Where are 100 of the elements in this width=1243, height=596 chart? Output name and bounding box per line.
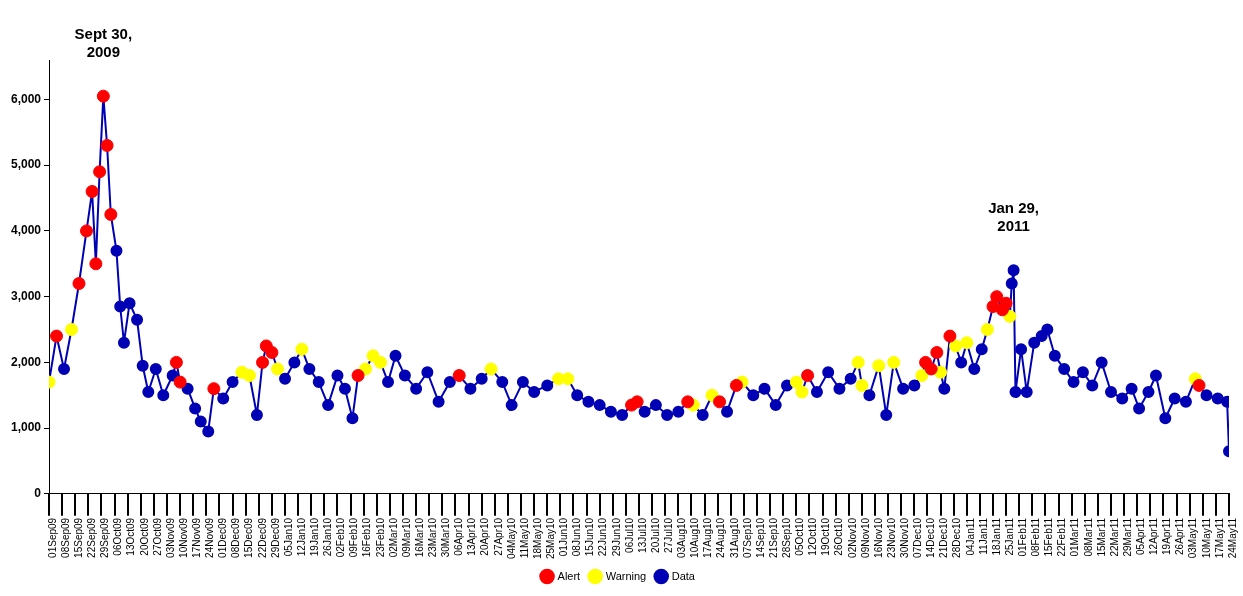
x-tick-label: 25Jan11 — [1003, 517, 1015, 556]
point — [173, 375, 187, 389]
point — [681, 395, 695, 409]
x-tick-label: 07Sep10 — [741, 517, 753, 558]
x-tick-label: 02Nov10 — [846, 517, 858, 558]
point — [351, 369, 365, 383]
legend-label: Alert — [557, 569, 581, 582]
x-tick-label: 19Oct10 — [820, 517, 832, 556]
x-tick-label: 24Nov09 — [204, 517, 216, 558]
x-tick-label: 22Feb11 — [1056, 517, 1068, 557]
x-tick-label: 06Oct09 — [112, 517, 124, 556]
point — [949, 339, 963, 353]
point — [990, 290, 1004, 304]
x-tick-label: 17May11 — [1213, 517, 1225, 559]
x-tick-label: 28Dec10 — [951, 517, 963, 558]
point — [980, 323, 994, 337]
point — [713, 395, 727, 409]
point — [169, 355, 183, 369]
x-tick-label: 27Oct09 — [151, 517, 163, 556]
point — [89, 257, 103, 271]
x-tick-label: 31Aug10 — [728, 517, 740, 558]
point — [96, 89, 110, 103]
point — [72, 277, 86, 291]
point — [85, 184, 99, 198]
y-tick-label: 4,000 — [11, 223, 42, 238]
point — [484, 362, 498, 376]
y-tick-label: 6,000 — [11, 91, 42, 106]
point — [104, 207, 118, 221]
point — [729, 378, 743, 392]
annotation: Jan 29, 2011 — [988, 199, 1040, 234]
x-tick-label: 12Apr11 — [1148, 517, 1160, 555]
x-tick-label: 03May11 — [1187, 517, 1199, 559]
point — [801, 369, 815, 383]
x-tick-label: 23Mar10 — [426, 517, 438, 558]
point — [265, 346, 279, 360]
y-tick-label: 0 — [34, 486, 42, 501]
y-tick-label: 5,000 — [11, 157, 42, 172]
x-tick-label: 06Apr10 — [453, 517, 465, 556]
x-tick-label: 25May10 — [544, 517, 556, 559]
x-tick-label: 29Jun10 — [610, 517, 622, 557]
x-tick-label: 30Mar10 — [440, 517, 452, 558]
point — [561, 372, 575, 386]
x-tick-label: 08Feb11 — [1030, 517, 1042, 557]
point — [256, 355, 270, 369]
x-tick-label: 11Jan11 — [977, 517, 989, 555]
x-tick-label: 29Sep09 — [99, 517, 111, 558]
point — [295, 342, 309, 356]
x-tick-label: 08Mar11 — [1082, 517, 1094, 557]
x-tick-label: 18Jan11 — [990, 517, 1002, 556]
point — [999, 296, 1013, 310]
x-tick-label: 08Sep09 — [59, 517, 71, 558]
x-tick-label: 15Jun10 — [584, 517, 596, 557]
point — [452, 369, 466, 383]
x-tick-label: 19Jan10 — [308, 517, 320, 557]
x-tick-label: 01Dec09 — [217, 517, 229, 558]
x-tick-label: 08Jun10 — [571, 517, 583, 557]
point — [789, 375, 803, 389]
x-tick-label: 26Jan10 — [322, 517, 334, 557]
x-tick-label: 09Feb10 — [348, 517, 360, 558]
x-tick-label: 13Apr10 — [466, 517, 478, 556]
x-tick-label: 22Dec09 — [256, 517, 268, 558]
x-tick-label: 22Sep09 — [86, 517, 98, 558]
x-tick-label: 09Mar10 — [400, 517, 412, 558]
x-tick-label: 15Feb11 — [1043, 517, 1055, 557]
x-tick-label: 02Feb10 — [335, 517, 347, 558]
x-tick-label: 21Sep10 — [767, 517, 779, 558]
x-tick-label: 22Jun10 — [597, 517, 609, 557]
x-tick-label: 09Nov10 — [859, 517, 871, 558]
point — [1192, 378, 1206, 392]
x-tick-label: 01Jun10 — [558, 517, 570, 557]
x-tick-label: 19Apr11 — [1161, 517, 1173, 555]
x-tick-label: 05Jan10 — [282, 517, 294, 557]
point — [65, 323, 79, 337]
legend-label: Data — [671, 569, 696, 582]
x-tick-label: 26Oct10 — [833, 517, 845, 556]
x-tick-label: 20Jul10 — [649, 517, 661, 553]
point — [100, 138, 114, 152]
x-tick-label: 17Aug10 — [702, 517, 714, 558]
x-tick-label: 10Aug10 — [689, 517, 701, 558]
x-tick-label: 29Dec09 — [269, 517, 281, 558]
x-tick-label: 03Aug10 — [676, 517, 688, 558]
point — [79, 224, 93, 238]
x-tick-label: 20Apr10 — [479, 517, 491, 556]
point — [374, 355, 388, 369]
x-tick-label: 04May10 — [505, 517, 517, 559]
x-tick-label: 27Jul10 — [662, 517, 674, 553]
x-tick-label: 01Feb11 — [1016, 517, 1028, 557]
point — [93, 165, 107, 179]
x-tick-label: 28Sep10 — [780, 517, 792, 558]
point — [915, 369, 929, 383]
point — [887, 355, 901, 369]
x-tick-label: 15Mar11 — [1095, 517, 1107, 557]
x-tick-label: 18May10 — [531, 517, 543, 559]
x-tick-label: 01Sep09 — [46, 517, 58, 558]
point — [795, 385, 809, 399]
x-tick-label: 03Nov09 — [164, 517, 176, 558]
x-tick-label: 16Nov10 — [872, 517, 884, 558]
x-tick-label: 17Nov09 — [191, 517, 202, 558]
point — [630, 395, 644, 409]
x-tick-label: 01Mar11 — [1069, 517, 1081, 557]
